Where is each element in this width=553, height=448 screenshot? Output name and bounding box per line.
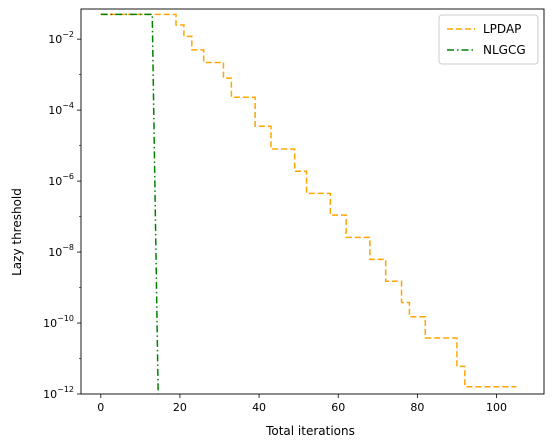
x-tick-label: 20 — [173, 401, 187, 414]
x-ticks: 0 20 40 60 80 100 — [97, 394, 507, 414]
y-tick-label: 10−8 — [48, 243, 74, 259]
x-tick-label: 40 — [252, 401, 266, 414]
series-line-nlgcg — [100, 13, 159, 394]
x-tick-label: 60 — [331, 401, 345, 414]
legend: LPDAP NLGCG — [438, 14, 539, 65]
y-axis-label: Lazy threshold — [10, 188, 24, 276]
y-tick-label: 10−2 — [48, 30, 74, 46]
x-tick-label: 0 — [97, 401, 104, 414]
legend-box — [438, 14, 539, 65]
y-tick-label: 10−6 — [48, 172, 74, 188]
y-ticks: 10−2 10−4 10−6 10−8 10−10 10−12 — [43, 30, 81, 401]
x-tick-label: 80 — [410, 401, 424, 414]
y-tick-label: 10−4 — [48, 101, 74, 117]
plot-frame — [80, 8, 545, 395]
x-axis-label: Total iterations — [265, 424, 355, 438]
y-tick-label: 10−12 — [43, 385, 74, 401]
x-tick-label: 100 — [486, 401, 507, 414]
legend-label-nlgcg: NLGCG — [483, 43, 526, 57]
series-lines — [100, 13, 517, 394]
series-line-lpdap — [100, 13, 517, 388]
legend-label-lpdap: LPDAP — [483, 22, 521, 36]
y-tick-label: 10−10 — [43, 314, 74, 330]
